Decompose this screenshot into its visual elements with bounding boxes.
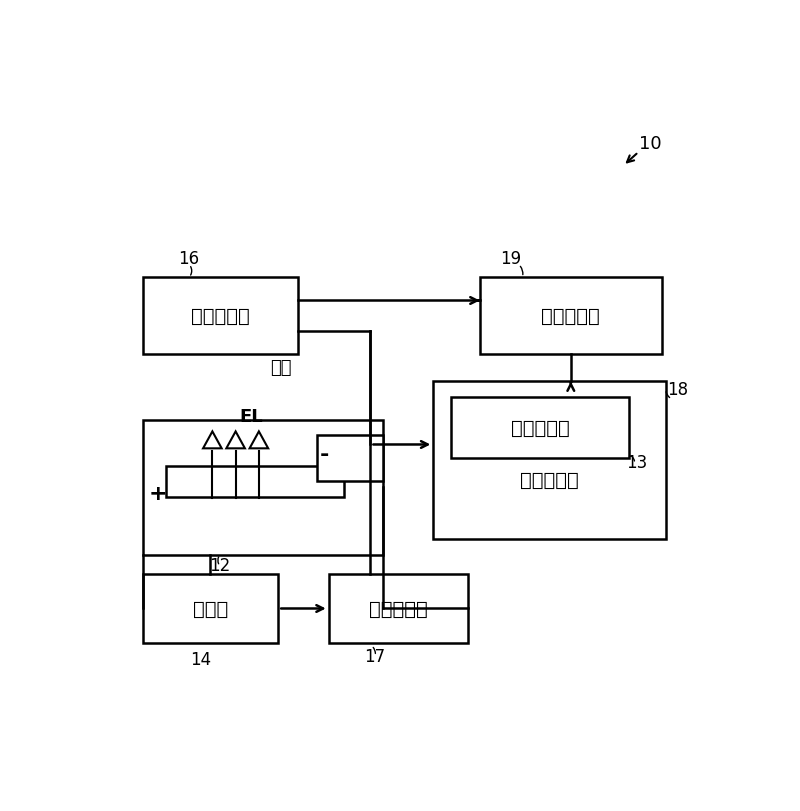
Polygon shape bbox=[203, 431, 222, 448]
Text: 12: 12 bbox=[210, 556, 230, 574]
Bar bbox=[142, 420, 383, 555]
Text: 10: 10 bbox=[639, 135, 662, 152]
Bar bbox=[317, 436, 383, 482]
Text: EL: EL bbox=[239, 407, 263, 426]
Text: 取帧器装置: 取帧器装置 bbox=[542, 307, 600, 326]
Text: 辐射探测器: 辐射探测器 bbox=[190, 307, 250, 326]
Bar bbox=[142, 278, 298, 355]
Text: 13: 13 bbox=[626, 453, 648, 472]
Bar bbox=[451, 397, 630, 459]
Text: 14: 14 bbox=[190, 650, 211, 667]
Bar bbox=[142, 574, 278, 643]
Text: 处理器装置: 处理器装置 bbox=[520, 470, 579, 489]
Text: 低通滤波器: 低通滤波器 bbox=[511, 418, 570, 437]
Text: 18: 18 bbox=[667, 380, 688, 398]
Text: 17: 17 bbox=[365, 647, 386, 665]
Text: +: + bbox=[149, 483, 167, 504]
Text: 信号发生器: 信号发生器 bbox=[369, 599, 428, 618]
Polygon shape bbox=[250, 431, 268, 448]
Text: 16: 16 bbox=[178, 250, 200, 268]
Text: -: - bbox=[320, 445, 330, 465]
Text: 触发: 触发 bbox=[270, 359, 292, 377]
Bar bbox=[434, 382, 666, 539]
Text: 电流源: 电流源 bbox=[193, 599, 228, 618]
Bar bbox=[329, 574, 468, 643]
Bar bbox=[480, 278, 662, 355]
Polygon shape bbox=[226, 431, 245, 448]
Bar bbox=[166, 466, 344, 497]
Text: 19: 19 bbox=[500, 250, 522, 268]
